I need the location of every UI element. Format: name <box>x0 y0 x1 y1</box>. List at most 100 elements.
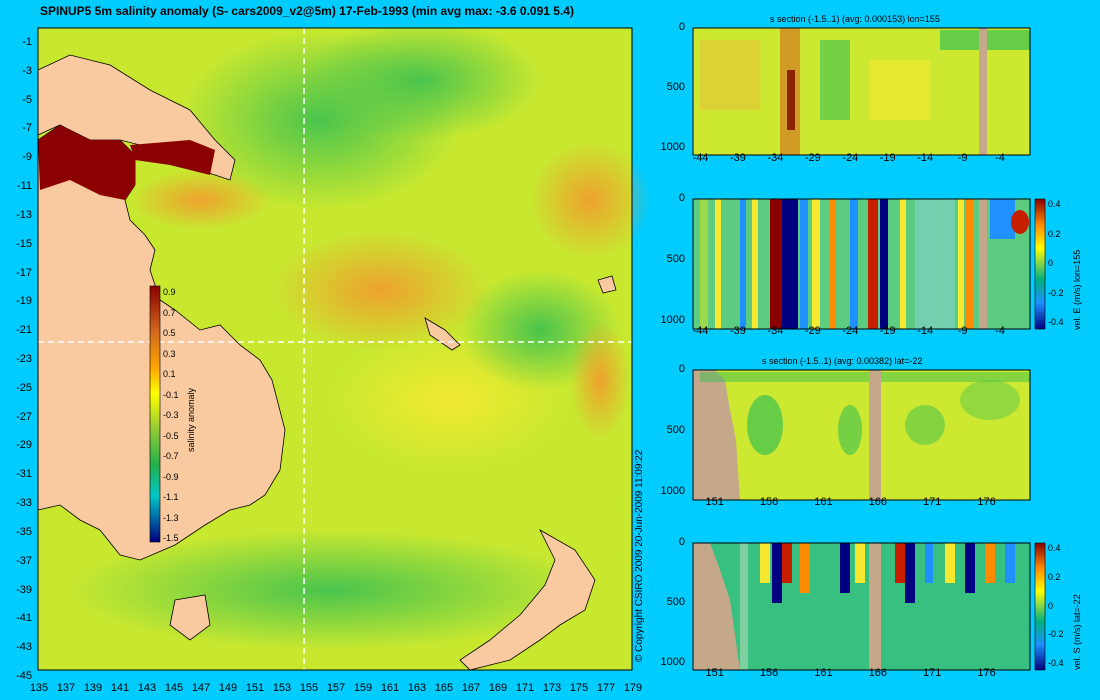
main-title: SPINUP5 5m salinity anomaly (S- cars2009… <box>40 4 574 18</box>
map-y-tick-label: -19 <box>16 295 32 308</box>
map-x-tick-label: 175 <box>569 682 589 694</box>
panel-x-tick-label: 171 <box>922 496 942 508</box>
vel-e-colorbar <box>1034 198 1046 330</box>
panel-x-tick-label: 156 <box>759 667 779 679</box>
panel-y-tick-label: 1000 <box>660 141 685 153</box>
map-x-tick-label: 149 <box>218 682 238 694</box>
map-x-tick-label: 171 <box>515 682 535 694</box>
map-y-tick-label: -41 <box>16 612 32 625</box>
map-y-tick-label: -1 <box>22 36 32 48</box>
map-x-tick-label: 167 <box>461 682 481 694</box>
panel-x-tick-label: 171 <box>922 667 942 679</box>
map-y-tick-label: -33 <box>16 497 32 510</box>
vel-s-colorbar-label: vel. S (m/s) lat=-22 <box>1072 594 1082 670</box>
map-y-tick-label: -29 <box>16 439 32 452</box>
s-section-lat-panel <box>692 369 1031 501</box>
panel-y-tick-label: 1000 <box>660 485 685 497</box>
panel-x-tick-label: -9 <box>957 152 968 164</box>
map-y-tick-label: -31 <box>16 468 32 481</box>
gulf-papua-anomaly <box>130 140 215 175</box>
panel-x-tick-label: -34 <box>767 152 784 164</box>
map-x-tick-label: 177 <box>596 682 616 694</box>
salinity-colorbar-tick: -0.1 <box>163 389 179 400</box>
panel-x-tick-label: -29 <box>804 152 821 164</box>
panel-x-tick-label: 151 <box>705 667 724 679</box>
map-x-tick-label: 135 <box>29 682 49 694</box>
vel-e-colorbar-label: vel. E (m/s) lon=155 <box>1072 249 1082 330</box>
panel-y-tick-label: 500 <box>666 424 685 436</box>
panel-y-tick-label: 0 <box>678 21 685 33</box>
panel-y-tick-label: 1000 <box>660 314 685 326</box>
map-x-tick-label: 145 <box>164 682 184 694</box>
vel-e-colorbar-tick: -0.2 <box>1048 287 1064 298</box>
panel-x-tick-label: -9 <box>957 325 968 337</box>
map-x-tick-label: 165 <box>434 682 454 694</box>
vel-e-colorbar-tick: -0.4 <box>1048 317 1064 327</box>
map-y-tick-label: -11 <box>16 180 32 193</box>
panel-x-tick-label: -44 <box>692 325 709 337</box>
s-section-lon-title: s section (-1.5..1) (avg: 0.000153) lon=… <box>770 14 940 24</box>
panel-y-tick-label: 500 <box>666 81 685 93</box>
panel-x-tick-label: 161 <box>814 667 833 679</box>
panel-x-tick-label: -39 <box>729 325 746 337</box>
map-x-tick-label: 139 <box>83 682 103 694</box>
map-x-tick-label: 157 <box>326 682 346 694</box>
vel-e-section-panel <box>692 198 1031 330</box>
salinity-colorbar-tick: -1.1 <box>163 492 179 502</box>
salinity-colorbar-tick: 0.3 <box>163 348 176 359</box>
panel-x-tick-label: 176 <box>977 667 996 679</box>
map-x-tick-label: 159 <box>353 682 373 694</box>
vel-e-colorbar-tick: 0.2 <box>1048 228 1061 239</box>
vel-s-colorbar-tick: 0.4 <box>1048 543 1061 553</box>
salinity-colorbar-label: salinity anomaly <box>186 387 196 452</box>
map-x-tick-label: 173 <box>542 682 562 694</box>
panel-y-tick-label: 0 <box>678 536 685 548</box>
salinity-colorbar-tick: 0.5 <box>163 328 176 338</box>
panel-y-tick-label: 500 <box>666 596 685 608</box>
panel-x-tick-label: -14 <box>917 325 934 337</box>
vel-s-colorbar <box>1034 542 1046 671</box>
panel-x-tick-label: 161 <box>814 496 833 508</box>
copyright-note: © Copyright CSIRO 2009 20-Jun-2009 11:09… <box>634 449 645 662</box>
panel-y-tick-label: 1000 <box>660 656 685 668</box>
map-y-tick-label: -39 <box>16 583 32 596</box>
map-x-tick-label: 151 <box>245 682 265 694</box>
panel-y-tick-label: 500 <box>666 253 685 265</box>
map-x-tick-label: 153 <box>272 682 292 694</box>
panel-x-tick-label: -29 <box>804 325 821 337</box>
panel-x-tick-label: -4 <box>995 152 1005 164</box>
map-y-tick-label: -45 <box>16 670 32 682</box>
panel-x-tick-label: -14 <box>917 152 934 164</box>
vel-s-colorbar-tick: -0.4 <box>1048 658 1064 668</box>
panel-x-tick-label: 156 <box>759 496 779 508</box>
map-y-tick-label: -21 <box>16 324 32 337</box>
panel-y-tick-label: 0 <box>678 363 685 375</box>
map-x-tick-label: 179 <box>623 682 643 694</box>
map-panel <box>37 20 650 671</box>
salinity-colorbar-tick: -0.7 <box>163 451 179 461</box>
tasmania-land <box>169 594 211 641</box>
map-x-tick-label: 141 <box>110 682 130 694</box>
salinity-colorbar-tick: 0.9 <box>163 287 176 297</box>
panel-x-tick-label: 151 <box>705 496 724 508</box>
map-y-tick-label: -9 <box>22 151 32 164</box>
s-section-lon-panel <box>692 27 1031 156</box>
map-y-tick-label: -25 <box>16 381 32 394</box>
salinity-colorbar-tick: -1.3 <box>163 512 179 523</box>
map-y-tick-label: -3 <box>22 64 32 77</box>
map-x-tick-label: 137 <box>56 682 76 694</box>
map-x-tick-label: 143 <box>137 682 157 694</box>
panel-x-tick-label: 166 <box>868 496 887 508</box>
map-y-tick-label: -5 <box>22 93 32 106</box>
map-y-tick-label: -15 <box>16 237 32 250</box>
map-y-tick-label: -27 <box>16 410 32 423</box>
panel-x-tick-label: 166 <box>868 667 887 679</box>
panel-x-tick-label: -24 <box>842 325 859 337</box>
map-y-tick-label: -43 <box>16 641 32 654</box>
panel-x-tick-label: -19 <box>879 325 896 337</box>
map-y-tick-label: -37 <box>16 554 32 567</box>
fiji-land <box>597 275 617 294</box>
map-x-tick-label: 163 <box>407 682 427 694</box>
panel-x-tick-label: -4 <box>995 325 1005 337</box>
panel-x-tick-label: -44 <box>692 152 709 164</box>
